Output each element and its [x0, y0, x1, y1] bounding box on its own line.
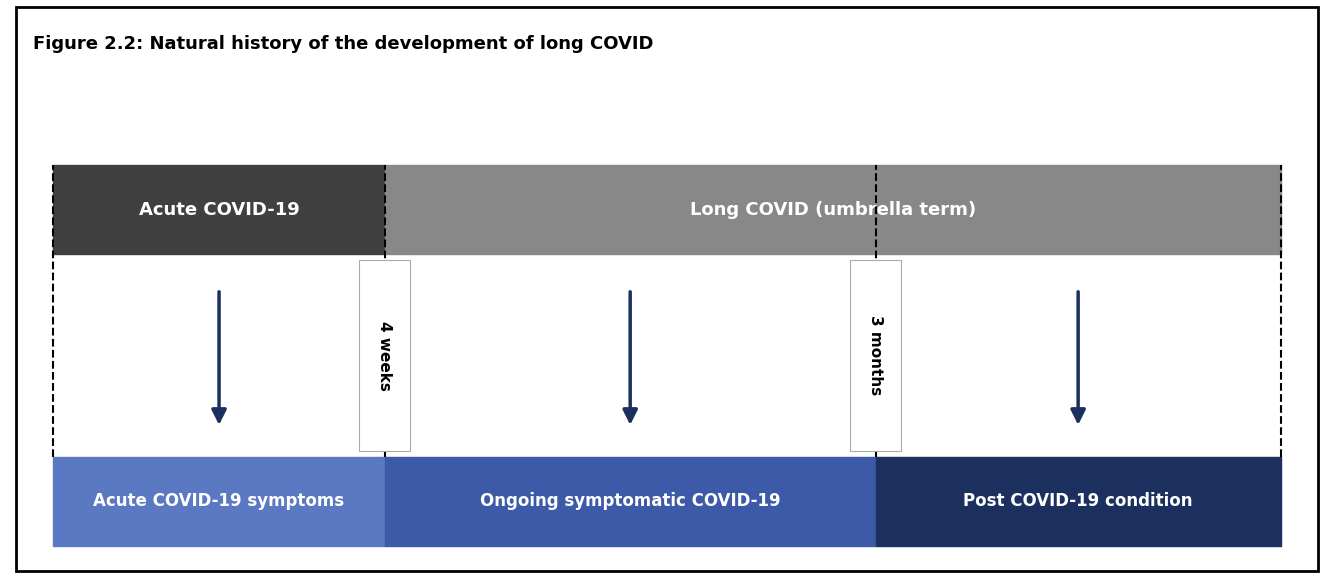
Text: Long COVID (umbrella term): Long COVID (umbrella term) — [690, 201, 975, 218]
FancyBboxPatch shape — [16, 7, 1318, 571]
Bar — [384, 457, 875, 546]
Text: Post COVID-19 condition: Post COVID-19 condition — [963, 492, 1193, 510]
Bar — [53, 165, 384, 254]
Bar — [384, 165, 1281, 254]
FancyBboxPatch shape — [850, 260, 900, 451]
Text: 4 weeks: 4 weeks — [378, 321, 392, 390]
Bar — [53, 457, 384, 546]
Text: Figure 2.2: Natural history of the development of long COVID: Figure 2.2: Natural history of the devel… — [33, 35, 654, 53]
Text: 3 months: 3 months — [868, 316, 883, 395]
FancyBboxPatch shape — [359, 260, 410, 451]
Text: Acute COVID-19 symptoms: Acute COVID-19 symptoms — [93, 492, 344, 510]
Bar — [875, 457, 1281, 546]
Text: Ongoing symptomatic COVID-19: Ongoing symptomatic COVID-19 — [480, 492, 780, 510]
Text: Acute COVID-19: Acute COVID-19 — [139, 201, 299, 218]
